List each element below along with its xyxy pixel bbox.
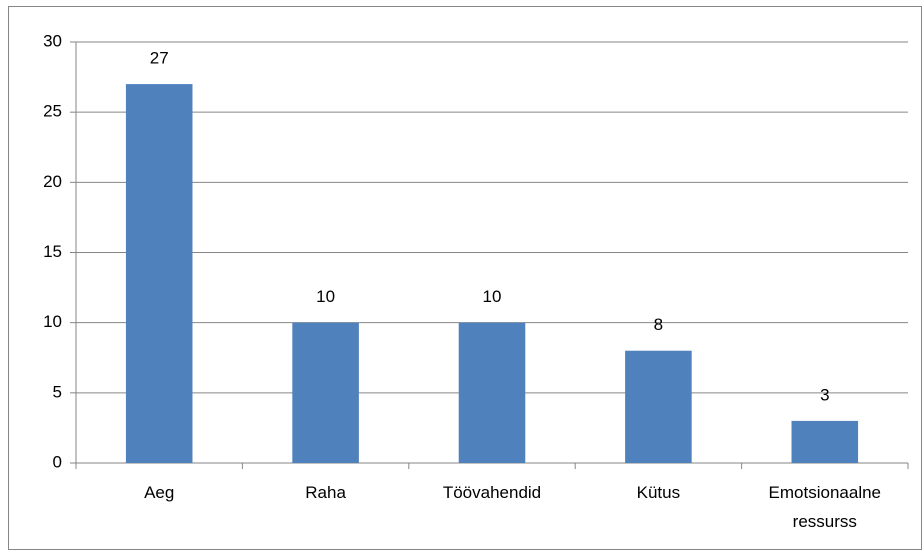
bar <box>125 84 193 463</box>
bar <box>458 322 526 463</box>
x-tick-label: Töövahendid <box>442 483 542 502</box>
x-tick-label-box: Aeg <box>144 483 175 502</box>
y-tick-label: 30 <box>43 31 62 50</box>
bar <box>292 322 359 463</box>
data-label: 27 <box>150 49 169 68</box>
x-tick-label: Raha <box>305 483 346 502</box>
bar <box>791 420 859 463</box>
x-tick-label-box: Emotsionaalne ressurss <box>768 483 882 531</box>
x-tick-label: Kütus <box>636 483 681 502</box>
bar <box>625 350 692 463</box>
data-label: 8 <box>654 315 663 334</box>
x-tick-label: Aeg <box>144 483 175 502</box>
x-tick-label: Emotsionaalne ressurss <box>768 483 882 531</box>
data-label: 3 <box>820 385 829 404</box>
y-tick-label: 15 <box>43 242 62 261</box>
x-tick-label-box: Kütus <box>636 483 681 502</box>
y-tick-label: 20 <box>43 172 62 191</box>
x-tick-label-box: Töövahendid <box>442 483 542 502</box>
y-tick-label: 10 <box>43 312 62 331</box>
x-tick-label-box: Raha <box>305 483 346 502</box>
y-tick-label: 0 <box>53 452 62 471</box>
y-tick-label: 5 <box>53 382 62 401</box>
y-tick-label: 25 <box>43 102 62 121</box>
data-label: 10 <box>316 287 335 306</box>
data-label: 10 <box>483 287 502 306</box>
